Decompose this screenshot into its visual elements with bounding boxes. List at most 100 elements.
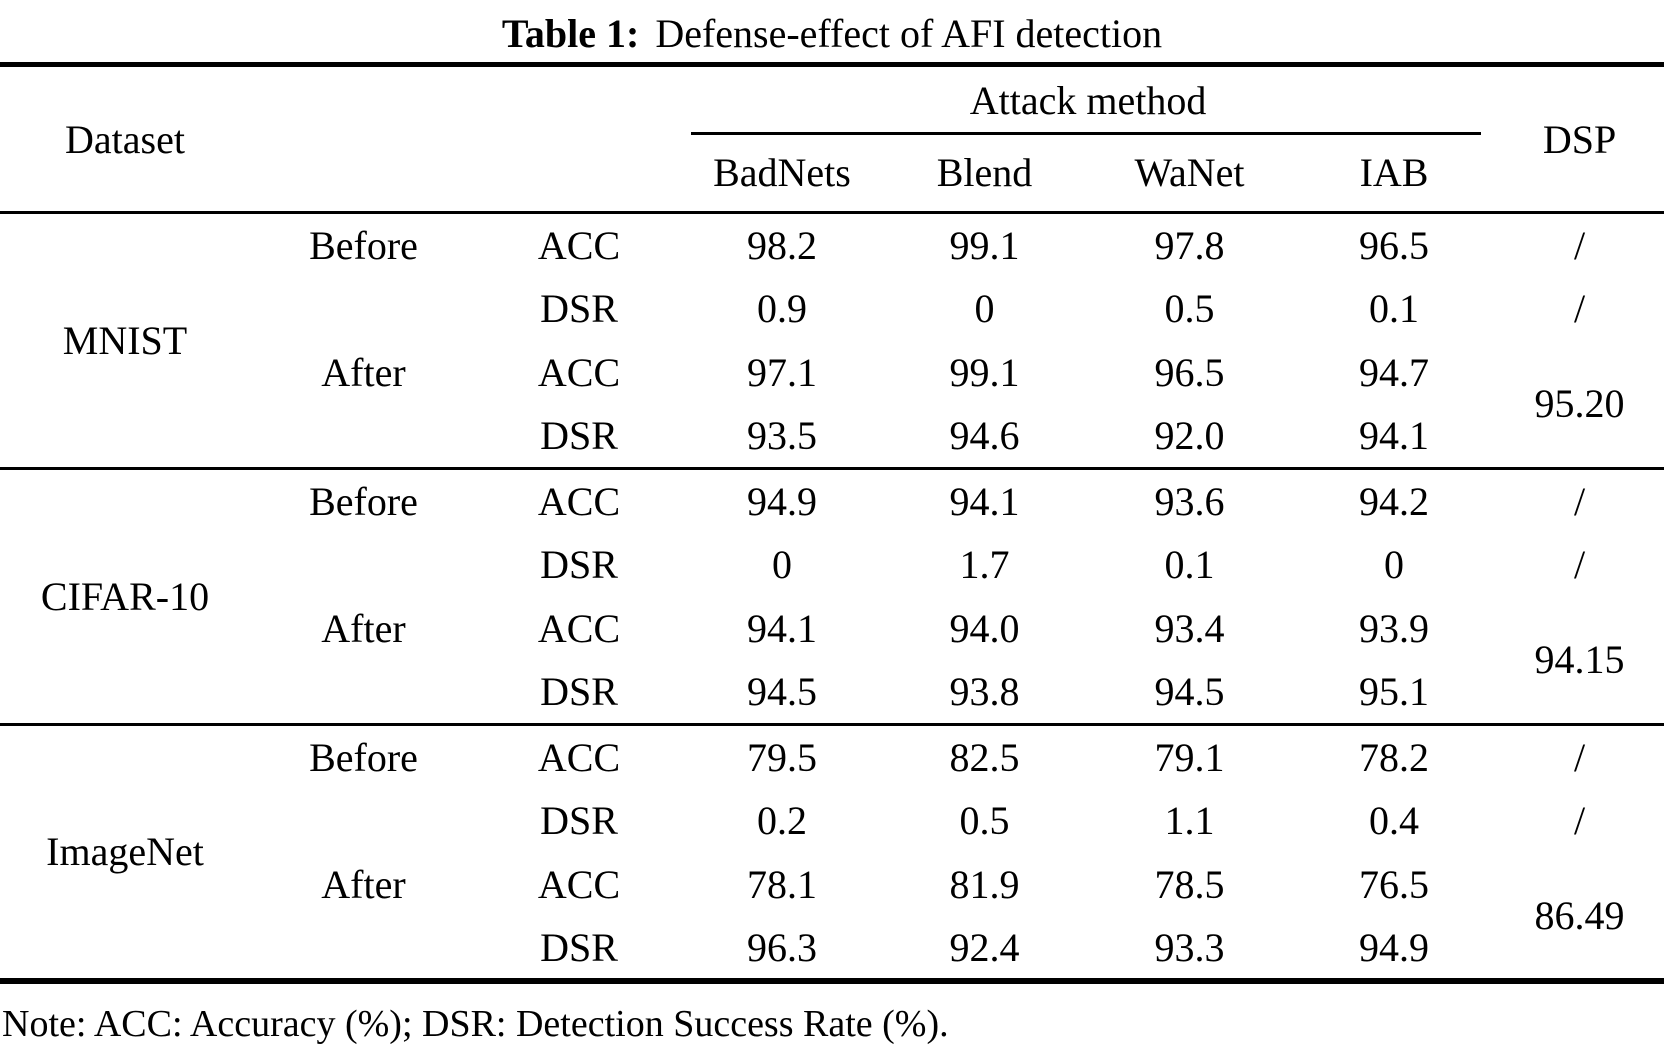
phase-cell bbox=[250, 661, 477, 725]
phase-cell: Before bbox=[250, 467, 477, 533]
value-cell: 99.1 bbox=[949, 350, 1020, 395]
value-cell: 92.4 bbox=[949, 924, 1020, 970]
value-cell: 93.8 bbox=[949, 669, 1020, 715]
value-cell: 96.5 bbox=[1154, 350, 1225, 395]
col-header-iab: IAB bbox=[1293, 134, 1496, 214]
col-header-attack-method: Attack method bbox=[681, 65, 1495, 135]
col-header-dsp: DSP bbox=[1495, 64, 1664, 214]
table-number-label: Table 1: bbox=[501, 10, 640, 56]
value-cell: 1.1 bbox=[1164, 798, 1215, 843]
table-row: DSR 0.9 0 0.5 0.1 / bbox=[0, 277, 1664, 341]
value-cell: 93.4 bbox=[1154, 606, 1225, 651]
dataset-cell: CIFAR-10 bbox=[0, 467, 250, 725]
value-cell: 94.9 bbox=[681, 467, 883, 533]
dsp-cell: / bbox=[1573, 286, 1586, 331]
phase-cell bbox=[250, 917, 477, 981]
value-cell: 94.1 bbox=[747, 606, 817, 651]
table-row: CIFAR-10 Before ACC 94.9 94.1 93.6 94.2 … bbox=[0, 467, 1664, 725]
table-row: DSR 93.5 94.6 92.0 94.1 bbox=[0, 405, 1664, 469]
value-cell: 94.1 bbox=[1359, 413, 1430, 459]
value-cell: 94.2 bbox=[1293, 467, 1496, 533]
dsp-summary-cell: 94.15 bbox=[1534, 637, 1625, 683]
value-cell: 97.1 bbox=[747, 350, 817, 395]
value-cell: 0.2 bbox=[757, 798, 807, 843]
value-cell: 82.5 bbox=[883, 723, 1086, 789]
col-header-dataset: Dataset bbox=[0, 64, 250, 214]
value-cell: 94.9 bbox=[1359, 924, 1430, 970]
value-cell: 0.4 bbox=[1369, 798, 1420, 843]
attack-method-underline bbox=[691, 131, 1482, 135]
value-cell: 78.2 bbox=[1293, 723, 1496, 789]
table-row: DSR 94.5 93.8 94.5 95.1 bbox=[0, 661, 1664, 725]
value-cell: 78.1 bbox=[747, 862, 817, 907]
value-cell: 93.3 bbox=[1154, 924, 1225, 970]
phase-cell: Before bbox=[309, 222, 418, 268]
metric-cell: ACC bbox=[477, 723, 681, 789]
value-cell: 93.6 bbox=[1086, 467, 1293, 533]
table-row: DSR 96.3 92.4 93.3 94.9 bbox=[0, 917, 1664, 981]
value-cell: 79.1 bbox=[1086, 723, 1293, 789]
metric-cell: ACC bbox=[537, 350, 621, 395]
value-cell: 0 bbox=[974, 286, 995, 331]
phase-cell: After bbox=[321, 862, 406, 907]
value-cell: 96.3 bbox=[747, 924, 817, 970]
dsp-summary-cell: 95.20 bbox=[1534, 381, 1625, 427]
attack-method-label: Attack method bbox=[969, 78, 1207, 124]
header-row-top: Dataset Attack method DSP bbox=[0, 64, 1664, 214]
value-cell: 79.5 bbox=[681, 723, 883, 789]
value-cell: 93.5 bbox=[747, 413, 817, 459]
table-note: Note: ACC: Accuracy (%); DSR: Detection … bbox=[2, 1002, 949, 1045]
value-cell: 1.7 bbox=[959, 542, 1010, 587]
value-cell: 98.2 bbox=[747, 222, 817, 268]
dsp-cell: / bbox=[1573, 222, 1586, 268]
phase-cell bbox=[250, 405, 477, 469]
table-row: DSR 0 1.7 0.1 0 / bbox=[0, 533, 1664, 597]
value-cell: 81.9 bbox=[949, 862, 1020, 907]
table-title: Table 1: Defense-effect of AFI detection bbox=[0, 0, 1664, 62]
col-header-blend: Blend bbox=[883, 134, 1086, 214]
value-cell: 99.1 bbox=[949, 222, 1020, 268]
phase-cell bbox=[250, 277, 477, 341]
metric-cell: DSR bbox=[540, 924, 618, 970]
phase-cell: After bbox=[321, 350, 406, 395]
col-header-wanet: WaNet bbox=[1086, 134, 1293, 214]
dsp-cell: / bbox=[1573, 542, 1586, 587]
dsp-summary-cell: 86.49 bbox=[1534, 892, 1625, 938]
phase-cell: Before bbox=[250, 723, 477, 789]
phase-cell bbox=[250, 533, 477, 597]
header-spacer bbox=[250, 64, 681, 214]
phase-cell: After bbox=[321, 606, 406, 651]
phase-cell bbox=[250, 789, 477, 853]
defense-effect-table: Dataset Attack method DSP BadNets Blend … bbox=[0, 62, 1664, 984]
value-cell: 95.1 bbox=[1359, 669, 1430, 715]
value-cell: 94.0 bbox=[949, 606, 1020, 651]
table-caption: Defense-effect of AFI detection bbox=[655, 10, 1163, 56]
dataset-cell: ImageNet bbox=[0, 723, 250, 981]
metric-cell: ACC bbox=[537, 222, 621, 268]
metric-cell: DSR bbox=[540, 413, 618, 459]
value-cell: 94.5 bbox=[747, 669, 817, 715]
table-row: After ACC 78.1 81.9 78.5 76.5 86.49 bbox=[0, 853, 1664, 938]
value-cell: 78.5 bbox=[1154, 862, 1225, 907]
metric-cell: ACC bbox=[477, 467, 681, 533]
metric-cell: DSR bbox=[540, 669, 618, 715]
value-cell: 0.5 bbox=[959, 798, 1010, 843]
value-cell: 94.5 bbox=[1154, 669, 1225, 715]
value-cell: 0.9 bbox=[757, 286, 807, 331]
table-row: ImageNet Before ACC 79.5 82.5 79.1 78.2 … bbox=[0, 723, 1664, 981]
metric-cell: DSR bbox=[540, 542, 618, 587]
value-cell: 97.8 bbox=[1154, 222, 1225, 268]
value-cell: 94.1 bbox=[883, 467, 1086, 533]
dsp-cell: / bbox=[1495, 467, 1664, 533]
value-cell: 93.9 bbox=[1359, 606, 1430, 651]
value-cell: 0 bbox=[1384, 542, 1405, 587]
table-row: MNIST Before ACC 98.2 99.1 97.8 96.5 / bbox=[0, 213, 1664, 363]
value-cell: 0.1 bbox=[1164, 542, 1215, 587]
dsp-cell: / bbox=[1495, 723, 1664, 789]
col-header-badnets: BadNets bbox=[681, 134, 883, 214]
value-cell: 0 bbox=[772, 542, 792, 587]
metric-cell: DSR bbox=[540, 286, 618, 331]
dataset-cell: MNIST bbox=[62, 318, 188, 363]
value-cell: 0.5 bbox=[1164, 286, 1215, 331]
header-row-attacks: BadNets Blend WaNet IAB bbox=[0, 134, 1664, 214]
